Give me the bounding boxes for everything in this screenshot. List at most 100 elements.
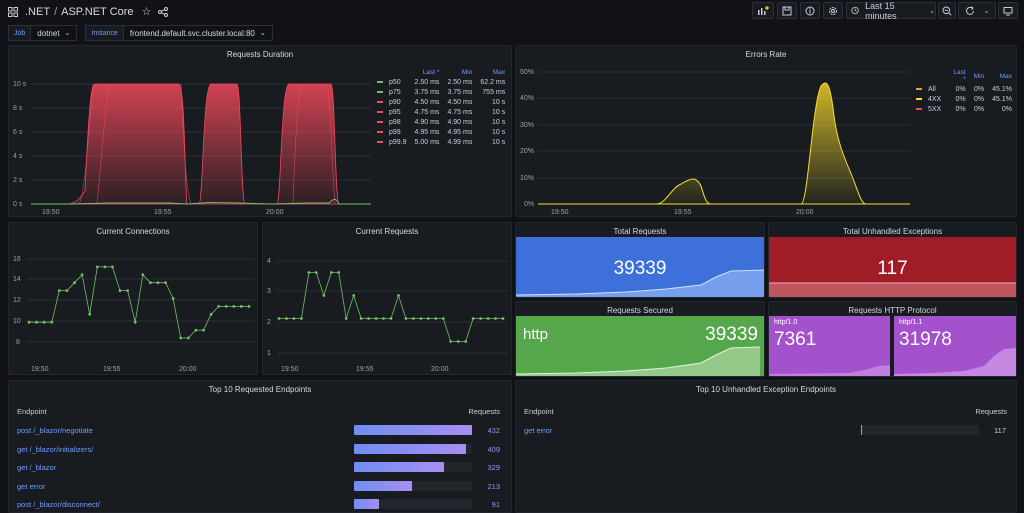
- errors-rate-chart[interactable]: 50% 40% 30% 20% 10% 0% 19:50 19:55 20:00: [516, 46, 1017, 217]
- data-point: [352, 294, 356, 297]
- data-point: [194, 328, 198, 332]
- legend-header[interactable]: Min: [973, 72, 985, 80]
- legend-header[interactable]: Last *: [422, 69, 440, 76]
- save-dashboard-button[interactable]: [777, 2, 797, 19]
- data-point: [217, 305, 221, 308]
- errors-rate-panel[interactable]: Errors Rate 50% 40% 30% 20% 10% 0% 19:50…: [515, 45, 1017, 217]
- y-tick: 4 s: [13, 153, 23, 160]
- dashboards-grid-icon[interactable]: [8, 6, 18, 17]
- y-tick: 1: [267, 350, 271, 357]
- column-header-requests[interactable]: Requests: [975, 407, 1007, 416]
- x-tick: 19:50: [281, 366, 299, 373]
- legend-header[interactable]: Max: [999, 72, 1012, 80]
- requests-duration-legend: Last * Min Max p50 2.50 ms 2.50 ms 62.2 ms p7…: [373, 68, 509, 147]
- current-connections-panel[interactable]: Current Connections 16 14 12 10 8 19:50 …: [8, 222, 258, 375]
- breadcrumb-separator: /: [54, 5, 58, 18]
- data-point: [464, 340, 468, 343]
- request-count: 117: [994, 426, 1006, 435]
- legend-row[interactable]: 4XX 0% 0% 45.1%: [912, 94, 1016, 104]
- endpoint-link[interactable]: get /_blazor: [17, 463, 57, 472]
- clock-icon: [851, 6, 859, 15]
- share-icon[interactable]: [158, 6, 169, 17]
- requests-duration-panel[interactable]: Requests Duration 10 s 8 s 6 s 4 s 2 s 0…: [8, 45, 512, 217]
- data-point: [95, 265, 99, 269]
- y-tick: 20%: [520, 148, 534, 155]
- legend-row[interactable]: p90 4.50 ms 4.50 ms 10 s: [373, 97, 509, 107]
- top-requested-endpoints-panel[interactable]: Top 10 Requested Endpoints Endpoint Requ…: [8, 380, 512, 513]
- job-variable-select[interactable]: dotnet ⌄: [31, 25, 78, 41]
- instance-variable-value: frontend.default.svc.cluster.local:80: [129, 28, 255, 38]
- legend-header[interactable]: Max: [492, 69, 506, 76]
- folder-link[interactable]: .NET: [25, 5, 51, 18]
- endpoint-link[interactable]: get error: [524, 426, 553, 435]
- column-header-endpoint[interactable]: Endpoint: [17, 407, 47, 416]
- x-tick: 19:50: [42, 209, 60, 216]
- data-point: [73, 281, 76, 285]
- requests-secured-panel[interactable]: Requests Secured http 39339: [515, 301, 765, 377]
- data-point: [240, 305, 243, 308]
- data-point: [209, 312, 213, 316]
- top-exception-endpoints-panel[interactable]: Top 10 Unhandled Exception Endpoints End…: [515, 380, 1017, 513]
- x-tick: 19:55: [154, 209, 172, 216]
- legend-header[interactable]: Min: [461, 69, 473, 76]
- zoom-out-button[interactable]: [938, 2, 956, 19]
- y-tick: 40%: [520, 95, 534, 102]
- request-bar: [354, 462, 444, 472]
- request-count: 91: [491, 500, 500, 509]
- legend-row[interactable]: p99.9 5.00 ms 4.99 ms 10 s: [373, 137, 509, 147]
- dashboard-settings-button[interactable]: [823, 2, 843, 19]
- job-variable-label: Job: [8, 25, 32, 41]
- endpoint-link[interactable]: post /_blazor/negotiate: [17, 426, 93, 435]
- legend-row[interactable]: p98 4.90 ms 4.90 ms 10 s: [373, 117, 509, 127]
- x-tick: 20:00: [431, 366, 449, 373]
- panel-title: Top 10 Requested Endpoints: [208, 385, 312, 394]
- total-unhandled-exceptions-panel[interactable]: Total Unhandled Exceptions 117: [768, 222, 1017, 298]
- requests-duration-chart[interactable]: 10 s 8 s 6 s 4 s 2 s 0 s 19:50 19:55 20:…: [9, 46, 512, 217]
- current-connections-chart[interactable]: 16 14 12 10 8 19:50 19:55 20:00: [9, 223, 258, 375]
- column-header-endpoint[interactable]: Endpoint: [524, 407, 554, 416]
- data-point: [232, 305, 236, 308]
- legend-row[interactable]: p50 2.50 ms 2.50 ms 62.2 ms: [373, 77, 509, 87]
- tv-mode-button[interactable]: [998, 2, 1018, 19]
- y-tick: 14: [13, 276, 21, 283]
- column-header-requests[interactable]: Requests: [468, 407, 500, 416]
- legend-row[interactable]: p95 4.75 ms 4.75 ms 10 s: [373, 107, 509, 117]
- data-point: [486, 317, 490, 320]
- requests-http-protocol-panel[interactable]: Requests HTTP Protocol http/1.0 7361 htt…: [768, 301, 1017, 377]
- breadcrumb: .NET / ASP.NET Core ☆: [8, 5, 169, 18]
- total-requests-panel[interactable]: Total Requests 39339: [515, 222, 765, 298]
- endpoint-link[interactable]: post /_blazor/disconnect/: [17, 500, 100, 509]
- legend-row[interactable]: 5XX 0% 0% 0%: [912, 104, 1016, 114]
- y-tick: 30%: [520, 122, 534, 129]
- data-point: [164, 281, 168, 285]
- data-point: [382, 317, 385, 320]
- chevron-down-icon: ⌄: [259, 30, 266, 37]
- legend-row[interactable]: p99 4.95 ms 4.95 ms 10 s: [373, 127, 509, 137]
- data-point: [441, 317, 445, 320]
- current-requests-chart[interactable]: 4 3 2 1 19:50 19:55 20:00: [263, 223, 512, 375]
- stat-value: 31978: [899, 329, 952, 350]
- endpoint-link[interactable]: get error: [17, 481, 46, 491]
- panel-title: Current Requests: [355, 227, 419, 236]
- add-panel-button[interactable]: [752, 2, 774, 19]
- dashboard-title[interactable]: ASP.NET Core: [61, 5, 134, 18]
- http10-stat: http/1.0 7361: [769, 316, 890, 376]
- stat-label: http: [523, 326, 549, 343]
- line-p50: [31, 198, 371, 205]
- time-range-picker[interactable]: Last 15 minutes ⌄: [846, 1, 936, 21]
- data-point: [479, 317, 482, 320]
- data-point: [419, 317, 423, 320]
- star-icon[interactable]: ☆: [141, 6, 152, 18]
- panel-title: Total Unhandled Exceptions: [842, 227, 943, 236]
- legend-header[interactable]: Last *: [953, 69, 966, 83]
- dashboard-info-button[interactable]: [800, 2, 820, 19]
- legend-row[interactable]: All 0% 0% 45.1%: [912, 84, 1016, 94]
- endpoint-link[interactable]: get /_blazor/initializers/: [17, 444, 94, 454]
- panel-title: Errors Rate: [745, 50, 787, 59]
- current-requests-panel[interactable]: Current Requests 4 3 2 1 19:50 19:55 20:…: [262, 222, 512, 375]
- y-tick: 10%: [520, 175, 534, 182]
- legend-row[interactable]: p75 3.75 ms 3.75 ms 755 ms: [373, 87, 509, 97]
- instance-variable-select[interactable]: frontend.default.svc.cluster.local:80 ⌄: [123, 25, 273, 41]
- refresh-button[interactable]: ⌄: [958, 2, 996, 19]
- add-panel-icon: [758, 5, 769, 15]
